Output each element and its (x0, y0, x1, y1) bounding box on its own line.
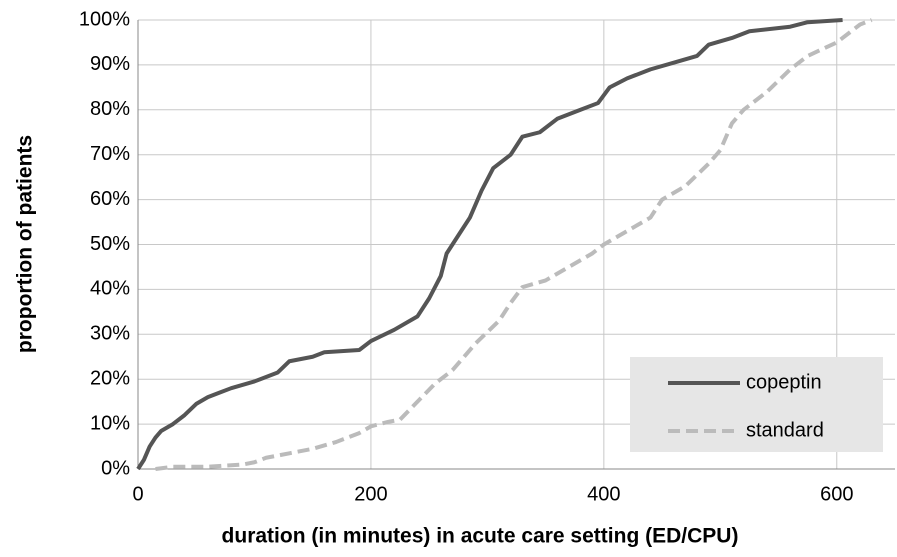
y-tick-label: 100% (79, 8, 130, 30)
y-tick-label: 30% (90, 323, 130, 345)
y-axis-title: proportion of patients (14, 135, 37, 353)
y-tick-label: 70% (90, 143, 130, 165)
x-tick-label: 400 (587, 483, 620, 505)
legend-box (630, 357, 883, 452)
x-axis-title: duration (in minutes) in acute care sett… (222, 525, 739, 548)
y-tick-label: 50% (90, 233, 130, 255)
y-tick-label: 20% (90, 367, 130, 389)
legend-label: copeptin (746, 371, 822, 393)
y-tick-label: 80% (90, 98, 130, 120)
x-tick-label: 600 (820, 483, 853, 505)
x-tick-label: 0 (132, 483, 143, 505)
legend-label: standard (746, 419, 824, 441)
y-tick-label: 10% (90, 412, 130, 434)
y-tick-label: 40% (90, 278, 130, 300)
y-tick-label: 60% (90, 188, 130, 210)
line (136, 18, 843, 471)
y-tick-label: 0% (101, 457, 130, 479)
x-tick-label: 200 (354, 483, 387, 505)
y-tick-label: 90% (90, 53, 130, 75)
line (155, 18, 873, 471)
